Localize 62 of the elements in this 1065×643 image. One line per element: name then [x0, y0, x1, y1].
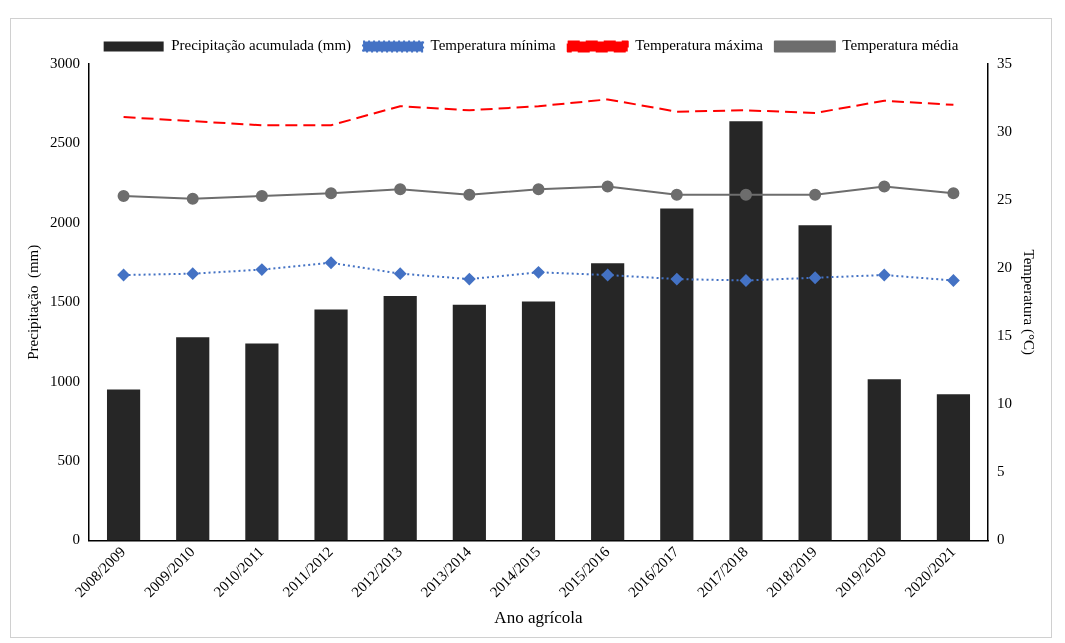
point — [117, 190, 130, 203]
point — [463, 188, 476, 201]
bar — [176, 337, 210, 541]
y-tick-label: 1500 — [50, 293, 80, 310]
y2-tick-label: 20 — [997, 259, 1012, 276]
point — [463, 273, 476, 286]
y-tick-label: 1000 — [50, 372, 80, 389]
y-tick-label: 3000 — [50, 54, 80, 71]
legend-label: Temperatura máxima — [635, 37, 764, 54]
y2-axis-title: Temperatura (°C) — [1020, 249, 1038, 355]
bar — [936, 394, 971, 541]
bar — [867, 379, 901, 541]
point — [394, 183, 407, 196]
point — [947, 187, 960, 200]
point — [809, 271, 822, 284]
bar — [591, 263, 625, 541]
point — [325, 256, 338, 269]
point — [532, 266, 545, 279]
y2-tick-label: 25 — [997, 191, 1012, 208]
x-axis-title: Ano agrícola — [494, 608, 584, 628]
y2-tick-label: 10 — [997, 395, 1012, 412]
point — [186, 267, 199, 280]
y-tick-label: 2000 — [50, 213, 80, 230]
bar — [729, 121, 763, 541]
y2-tick-label: 0 — [997, 531, 1005, 548]
point — [117, 269, 130, 282]
bar — [314, 309, 348, 541]
bar — [452, 304, 486, 541]
y2-tick-label: 15 — [997, 327, 1012, 344]
bar — [245, 343, 279, 541]
point — [809, 188, 822, 201]
y2-tick-label: 5 — [997, 463, 1005, 480]
point — [739, 274, 752, 287]
point — [670, 188, 683, 201]
point — [878, 180, 891, 193]
point — [601, 269, 614, 282]
y2-tick-label: 35 — [997, 54, 1012, 71]
point — [394, 267, 407, 280]
y-axis-title: Precipitação (mm) — [24, 244, 42, 360]
point — [532, 183, 545, 196]
legend-label: Precipitação acumulada (mm) — [171, 37, 352, 55]
point — [255, 190, 268, 203]
y2-tick-label: 30 — [997, 123, 1012, 140]
point — [255, 263, 268, 276]
bar — [383, 295, 417, 541]
point — [670, 273, 683, 286]
line-series — [122, 98, 955, 127]
y-tick-label: 500 — [57, 452, 80, 469]
bar — [798, 225, 832, 541]
bar — [106, 389, 141, 541]
bar — [521, 301, 556, 541]
point — [325, 187, 338, 200]
bar — [660, 208, 694, 541]
point — [186, 192, 199, 205]
point — [878, 269, 891, 282]
point — [601, 180, 614, 193]
point — [739, 188, 752, 201]
y-tick-label: 2500 — [50, 134, 80, 151]
legend-label: Temperatura média — [842, 37, 959, 54]
legend-label: Temperatura mínima — [430, 37, 557, 54]
point — [947, 274, 960, 287]
y-tick-label: 0 — [72, 531, 80, 548]
